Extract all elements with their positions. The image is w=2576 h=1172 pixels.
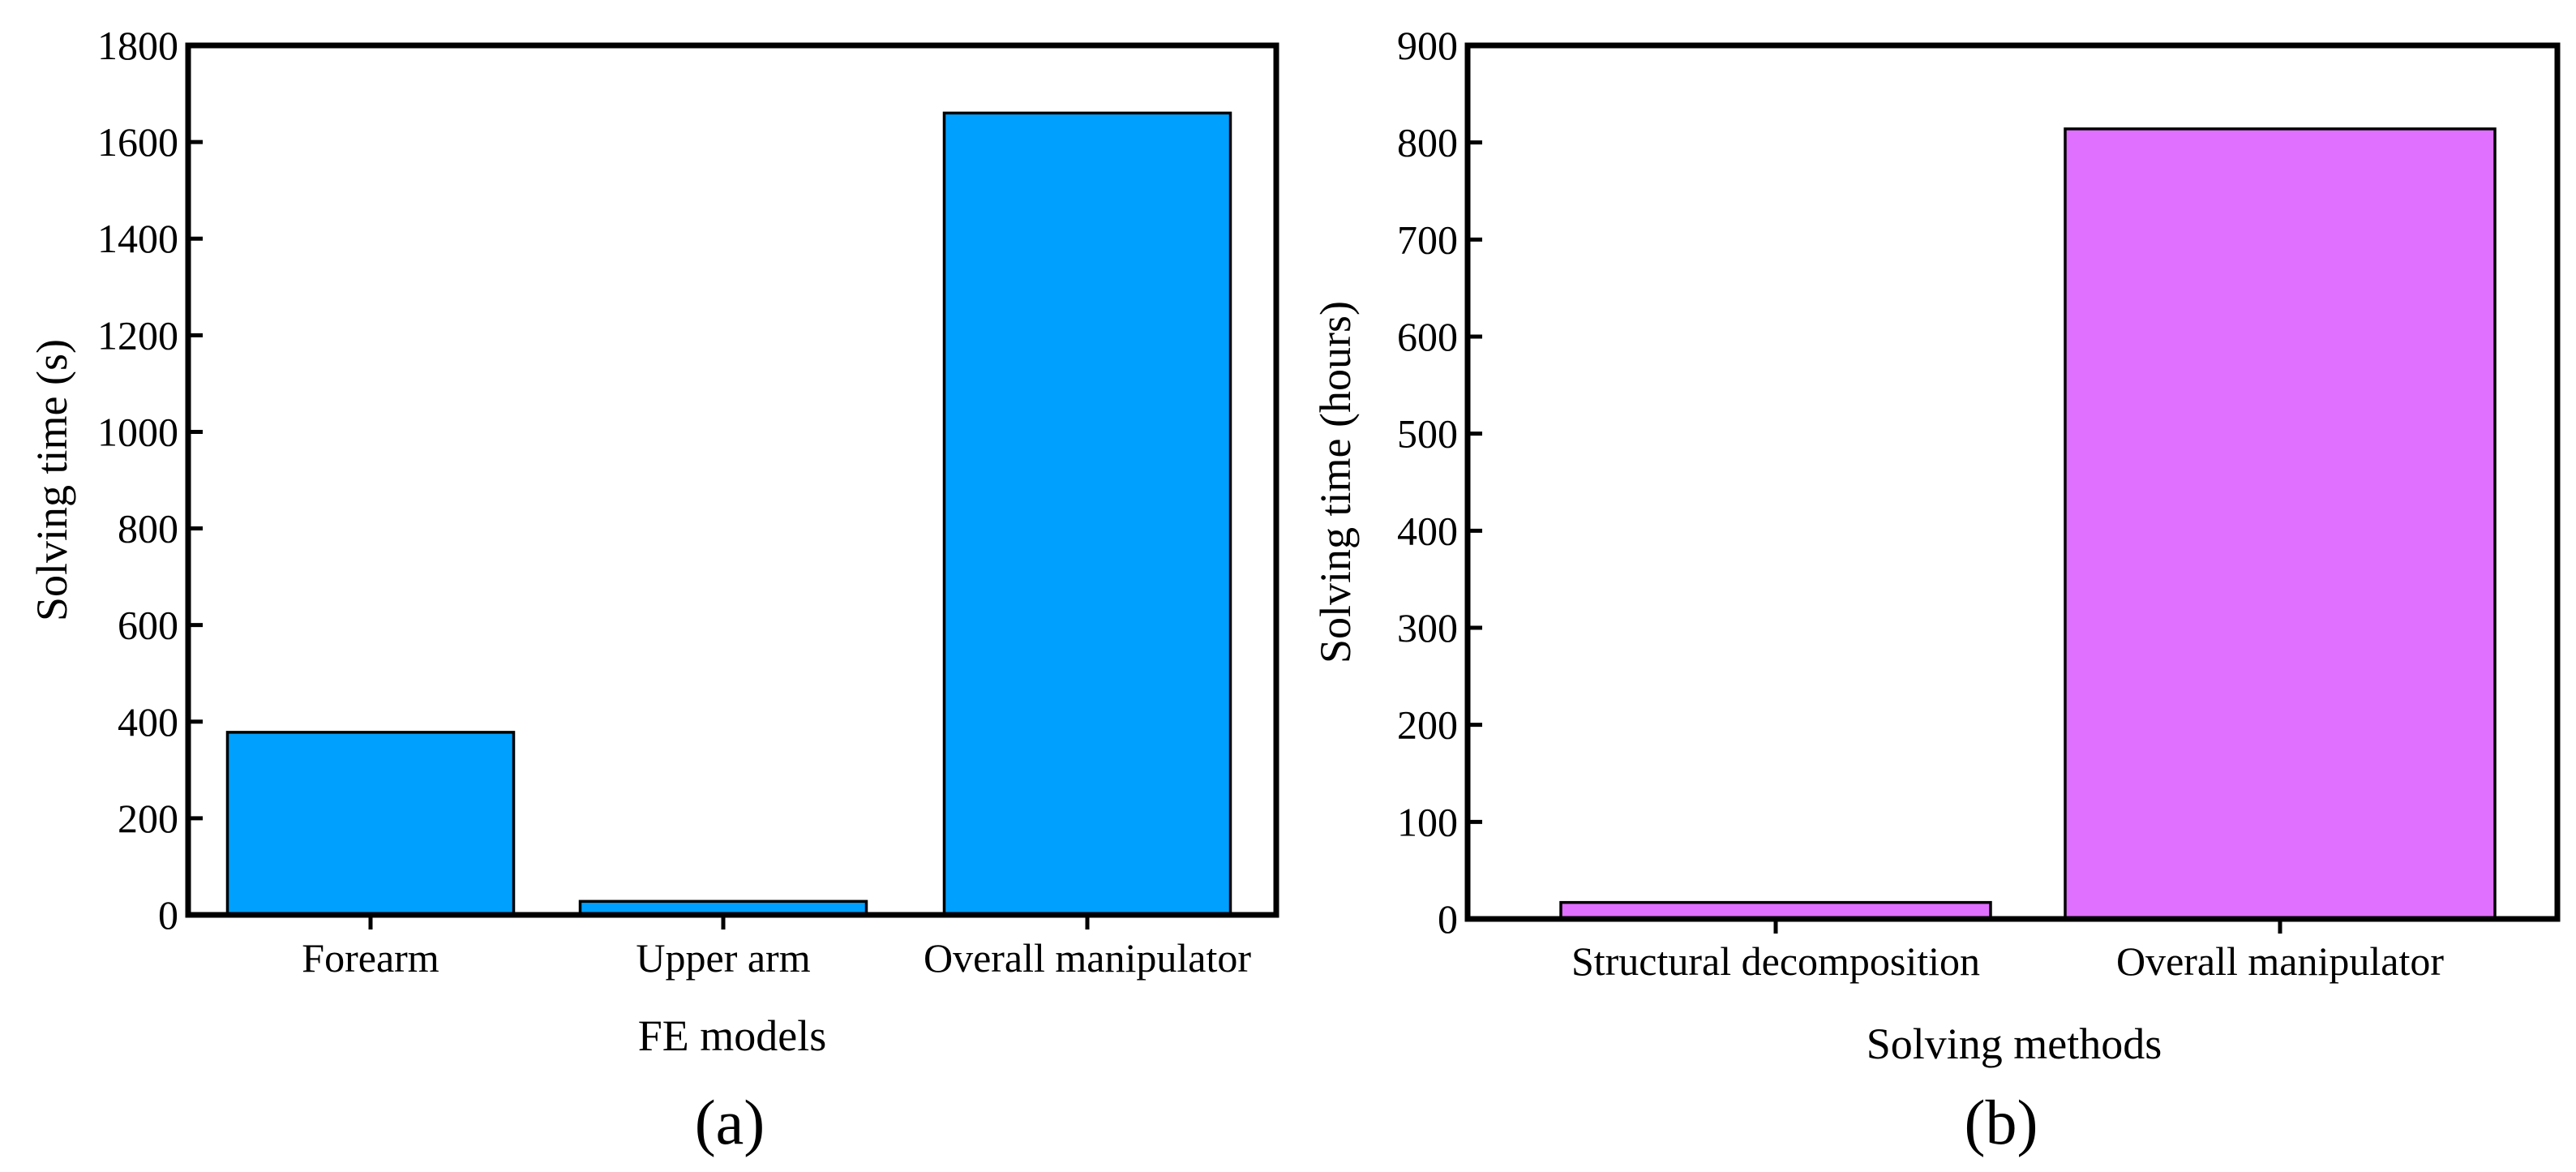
plot-frame-a bbox=[185, 42, 1279, 918]
y-axis-title-a: Solving time (s) bbox=[28, 339, 76, 621]
x-axis-title-a: FE models bbox=[638, 1011, 827, 1060]
x-category-label-b-0: Structural decomposition bbox=[1571, 938, 1980, 984]
panel-b-chart: 0 100 200 300 400 500 600 700 800 900 Structural d… bbox=[1311, 23, 2561, 1157]
plot-frame-b bbox=[1464, 42, 2561, 922]
y-tick-label-a-8: 1600 bbox=[97, 119, 178, 165]
y-tick-label-a-1: 200 bbox=[118, 796, 178, 841]
y-tick-label-a-9: 1800 bbox=[97, 23, 178, 68]
y-tick-label-b-3: 300 bbox=[1397, 605, 1458, 650]
y-tick-label-b-4: 400 bbox=[1397, 508, 1458, 553]
y-tick-label-b-9: 900 bbox=[1397, 23, 1458, 68]
y-tick-label-b-2: 200 bbox=[1397, 702, 1458, 748]
x-category-label-b-1: Overall manipulator bbox=[2116, 938, 2444, 984]
y-tick-label-a-0: 0 bbox=[158, 892, 178, 938]
panel-label-a: (a) bbox=[695, 1087, 765, 1157]
x-category-label-a-2: Overall manipulator bbox=[924, 935, 1251, 981]
y-tick-label-a-2: 400 bbox=[118, 699, 178, 745]
bar-b-2 bbox=[2064, 127, 2497, 921]
y-tick-label-a-3: 600 bbox=[118, 603, 178, 648]
x-category-label-a-1: Upper arm bbox=[636, 935, 810, 981]
y-tick-label-a-5: 1000 bbox=[97, 409, 178, 454]
y-tick-label-b-5: 500 bbox=[1397, 411, 1458, 457]
y-tick-label-a-6: 1200 bbox=[97, 312, 178, 358]
y-tick-label-b-0: 0 bbox=[1438, 896, 1458, 942]
bar-a-1 bbox=[225, 731, 516, 917]
y-tick-label-b-7: 700 bbox=[1397, 217, 1458, 262]
y-tick-label-b-8: 800 bbox=[1397, 120, 1458, 165]
y-axis-title-b: Solving time (hours) bbox=[1311, 301, 1360, 663]
y-tick-label-a-7: 1400 bbox=[97, 216, 178, 261]
bar-a-3 bbox=[942, 111, 1232, 917]
x-category-label-a-0: Forearm bbox=[302, 935, 439, 981]
y-tick-label-b-1: 100 bbox=[1397, 799, 1458, 844]
panel-label-b: (b) bbox=[1965, 1087, 2038, 1157]
panel-a-chart: 0 200 400 600 800 1000 1200 1400 1600 1800 Forearm… bbox=[28, 23, 1279, 1157]
y-tick-label-a-4: 800 bbox=[118, 506, 178, 552]
x-axis-title-b: Solving methods bbox=[1867, 1020, 2162, 1068]
y-tick-label-b-6: 600 bbox=[1397, 314, 1458, 359]
